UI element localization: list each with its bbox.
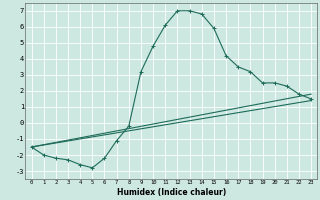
X-axis label: Humidex (Indice chaleur): Humidex (Indice chaleur): [117, 188, 226, 197]
